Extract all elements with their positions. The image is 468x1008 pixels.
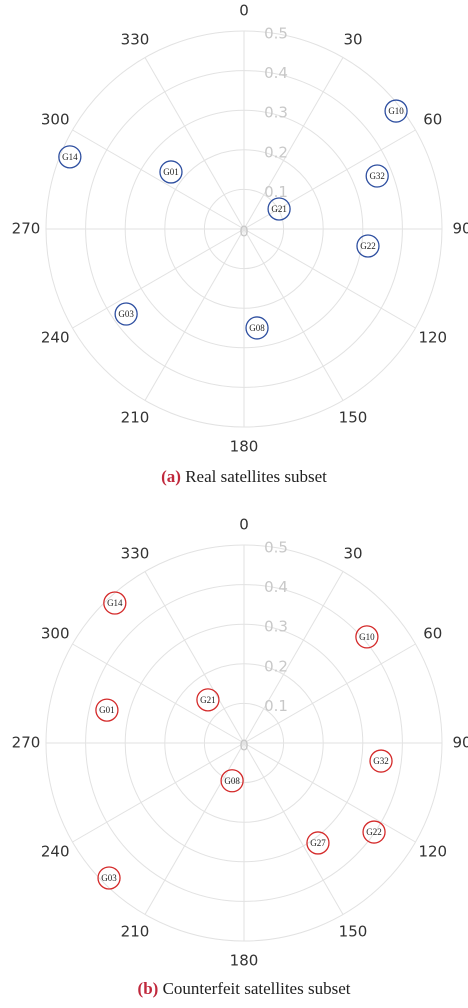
r-tick-label: 0.1 [264, 183, 288, 201]
theta-tick-label: 300 [41, 111, 70, 129]
satellite-marker [220, 769, 244, 793]
satellite-label: G10 [388, 106, 404, 116]
theta-tick-label: 120 [418, 843, 447, 861]
theta-tick-label: 90 [452, 734, 468, 752]
caption-text: Real satellites subset [185, 467, 327, 486]
caption: (b) Counterfeit satellites subset [138, 979, 351, 998]
satellite-label: G32 [369, 171, 385, 181]
r-tick-label: 0.4 [264, 578, 288, 596]
satellite-marker [355, 625, 379, 649]
theta-tick-label: 210 [121, 922, 150, 940]
satellite-label: G03 [118, 309, 134, 319]
satellite-marker [103, 591, 127, 615]
satellite-marker [114, 302, 138, 326]
satellite-marker [365, 164, 389, 188]
r-tick-label: 0.3 [264, 104, 288, 122]
theta-tick-label: 210 [121, 408, 150, 426]
satellite-label: G14 [62, 152, 78, 162]
grid-spoke [144, 571, 245, 744]
satellite-marker [267, 197, 291, 221]
satellite-label: G01 [163, 167, 179, 177]
satellite-marker [356, 234, 380, 258]
satellite-label: G08 [249, 323, 265, 333]
satellite-marker [306, 831, 330, 855]
grid-spoke [243, 57, 344, 230]
r-tick-label: 0.4 [264, 64, 288, 82]
r-tick-label: 0.1 [264, 697, 288, 715]
theta-tick-label: 330 [121, 31, 150, 49]
satellite-marker [58, 145, 82, 169]
satellite-label: G27 [310, 838, 326, 848]
theta-tick-label: 60 [423, 111, 442, 129]
grid-spoke [243, 228, 416, 329]
satellite-marker [196, 688, 220, 712]
satellite-label: G14 [107, 598, 123, 608]
theta-tick-label: 270 [12, 734, 41, 752]
satellite-marker [245, 316, 269, 340]
theta-tick-label: 270 [12, 220, 41, 238]
theta-tick-label: 330 [121, 545, 150, 563]
theta-tick-label: 240 [41, 843, 70, 861]
grid-spoke [243, 742, 416, 843]
satellite-label: G32 [373, 756, 389, 766]
caption-label: (b) [138, 979, 159, 998]
r-tick-label: 0.2 [264, 143, 288, 161]
satellite-marker [384, 99, 408, 123]
satellite-marker [95, 698, 119, 722]
satellite-marker [97, 866, 121, 890]
theta-tick-label: 150 [339, 922, 368, 940]
grid-spoke [243, 228, 344, 401]
satellite-label: G08 [224, 776, 240, 786]
theta-tick-label: 150 [339, 408, 368, 426]
r-tick-label: 0.5 [264, 25, 288, 43]
grid-spoke [243, 129, 416, 230]
grid-spoke [144, 57, 245, 230]
theta-tick-label: 240 [41, 329, 70, 347]
r-tick-label: 0.2 [264, 657, 288, 675]
theta-tick-label: 60 [423, 625, 442, 643]
grid-spoke [144, 228, 245, 401]
grid-spoke [243, 643, 416, 744]
satellite-label: G01 [99, 705, 115, 715]
satellite-label: G03 [101, 873, 117, 883]
grid-spoke [72, 129, 245, 230]
r-tick-label: 0.5 [264, 539, 288, 557]
satellite-label: G21 [271, 204, 287, 214]
grid-spoke [243, 571, 344, 744]
theta-tick-label: 120 [418, 329, 447, 347]
satellite-marker [159, 160, 183, 184]
theta-tick-label: 90 [452, 220, 468, 238]
grid-spoke [144, 742, 245, 915]
satellite-label: G10 [359, 632, 375, 642]
r-tick-label: 0.3 [264, 618, 288, 636]
satellite-label: G22 [366, 827, 382, 837]
caption-text: Counterfeit satellites subset [163, 979, 351, 998]
r-tick-label: 0 [239, 223, 249, 241]
grid-spoke [72, 228, 245, 329]
r-tick-label: 0 [239, 737, 249, 755]
theta-tick-label: 0 [239, 516, 249, 534]
grid-spoke [72, 742, 245, 843]
caption-label: (a) [161, 467, 181, 486]
grid-spoke [72, 643, 245, 744]
theta-tick-label: 0 [239, 2, 249, 20]
caption: (a) Real satellites subset [161, 467, 327, 486]
theta-tick-label: 300 [41, 625, 70, 643]
satellite-marker [369, 749, 393, 773]
theta-tick-label: 30 [343, 545, 362, 563]
satellite-label: G22 [360, 241, 376, 251]
grid-spoke [243, 742, 344, 915]
theta-tick-label: 30 [343, 31, 362, 49]
satellite-marker [362, 820, 386, 844]
theta-tick-label: 180 [230, 438, 259, 456]
satellite-label: G21 [200, 695, 216, 705]
theta-tick-label: 180 [230, 952, 259, 970]
